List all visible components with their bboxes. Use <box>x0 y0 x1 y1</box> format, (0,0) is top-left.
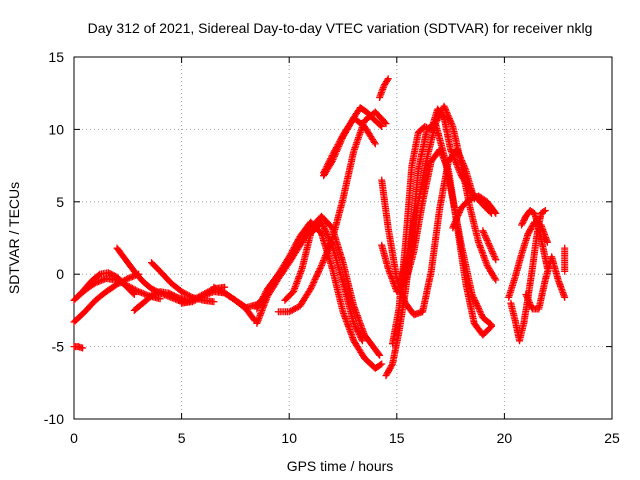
data-series-arc-27 <box>518 207 551 272</box>
data-points <box>70 75 569 380</box>
data-point-markers <box>274 108 390 316</box>
data-series-arc-05 <box>113 244 164 297</box>
y-tick-label: -5 <box>52 339 65 355</box>
plot-frame <box>73 56 613 420</box>
x-tick-label: 10 <box>281 430 297 446</box>
y-axis-label: SDTVAR / TECUs <box>6 182 22 294</box>
data-point-markers <box>70 343 87 352</box>
y-tick-label: 5 <box>56 194 64 210</box>
data-point-markers <box>376 75 392 101</box>
x-tick-label: 25 <box>604 430 620 446</box>
data-series-arc-04 <box>70 343 87 352</box>
x-axis-label: GPS time / hours <box>287 458 394 474</box>
data-point-markers <box>522 253 569 313</box>
y-tick-label: 15 <box>48 49 64 65</box>
x-tick-label: 20 <box>497 430 513 446</box>
data-point-markers <box>281 218 366 345</box>
grid <box>74 57 612 419</box>
axis-ticks: 0 5 10 15 20 25 -10 -5 0 5 10 15 <box>44 49 620 446</box>
data-series-arc-14 <box>281 218 366 345</box>
data-point-markers <box>113 244 164 297</box>
x-tick-label: 0 <box>70 430 78 446</box>
y-tick-label: 0 <box>56 266 64 282</box>
chart-title: Day 312 of 2021, Sidereal Day-to-day VTE… <box>88 20 593 36</box>
data-series-arc-23 <box>449 192 500 232</box>
y-tick-label: 10 <box>48 121 64 137</box>
data-series-arc-28 <box>522 253 569 313</box>
data-point-markers <box>253 218 386 372</box>
data-series-arc-24 <box>479 227 500 264</box>
data-point-markers <box>518 207 551 272</box>
x-tick-label: 5 <box>178 430 186 446</box>
data-series-arc-13 <box>274 108 390 316</box>
data-series-arc-22 <box>397 102 500 284</box>
data-point-markers <box>449 192 500 232</box>
data-series-arc-29 <box>561 244 569 275</box>
data-point-markers <box>397 102 500 284</box>
y-tick-label: -10 <box>44 411 64 427</box>
x-tick-label: 15 <box>389 430 405 446</box>
data-series-arc-17 <box>376 75 392 101</box>
data-point-markers <box>561 244 569 275</box>
data-series-arc-16 <box>320 114 379 177</box>
data-point-markers <box>320 114 379 177</box>
data-series-arc-12 <box>253 218 386 372</box>
data-point-markers <box>479 227 500 264</box>
